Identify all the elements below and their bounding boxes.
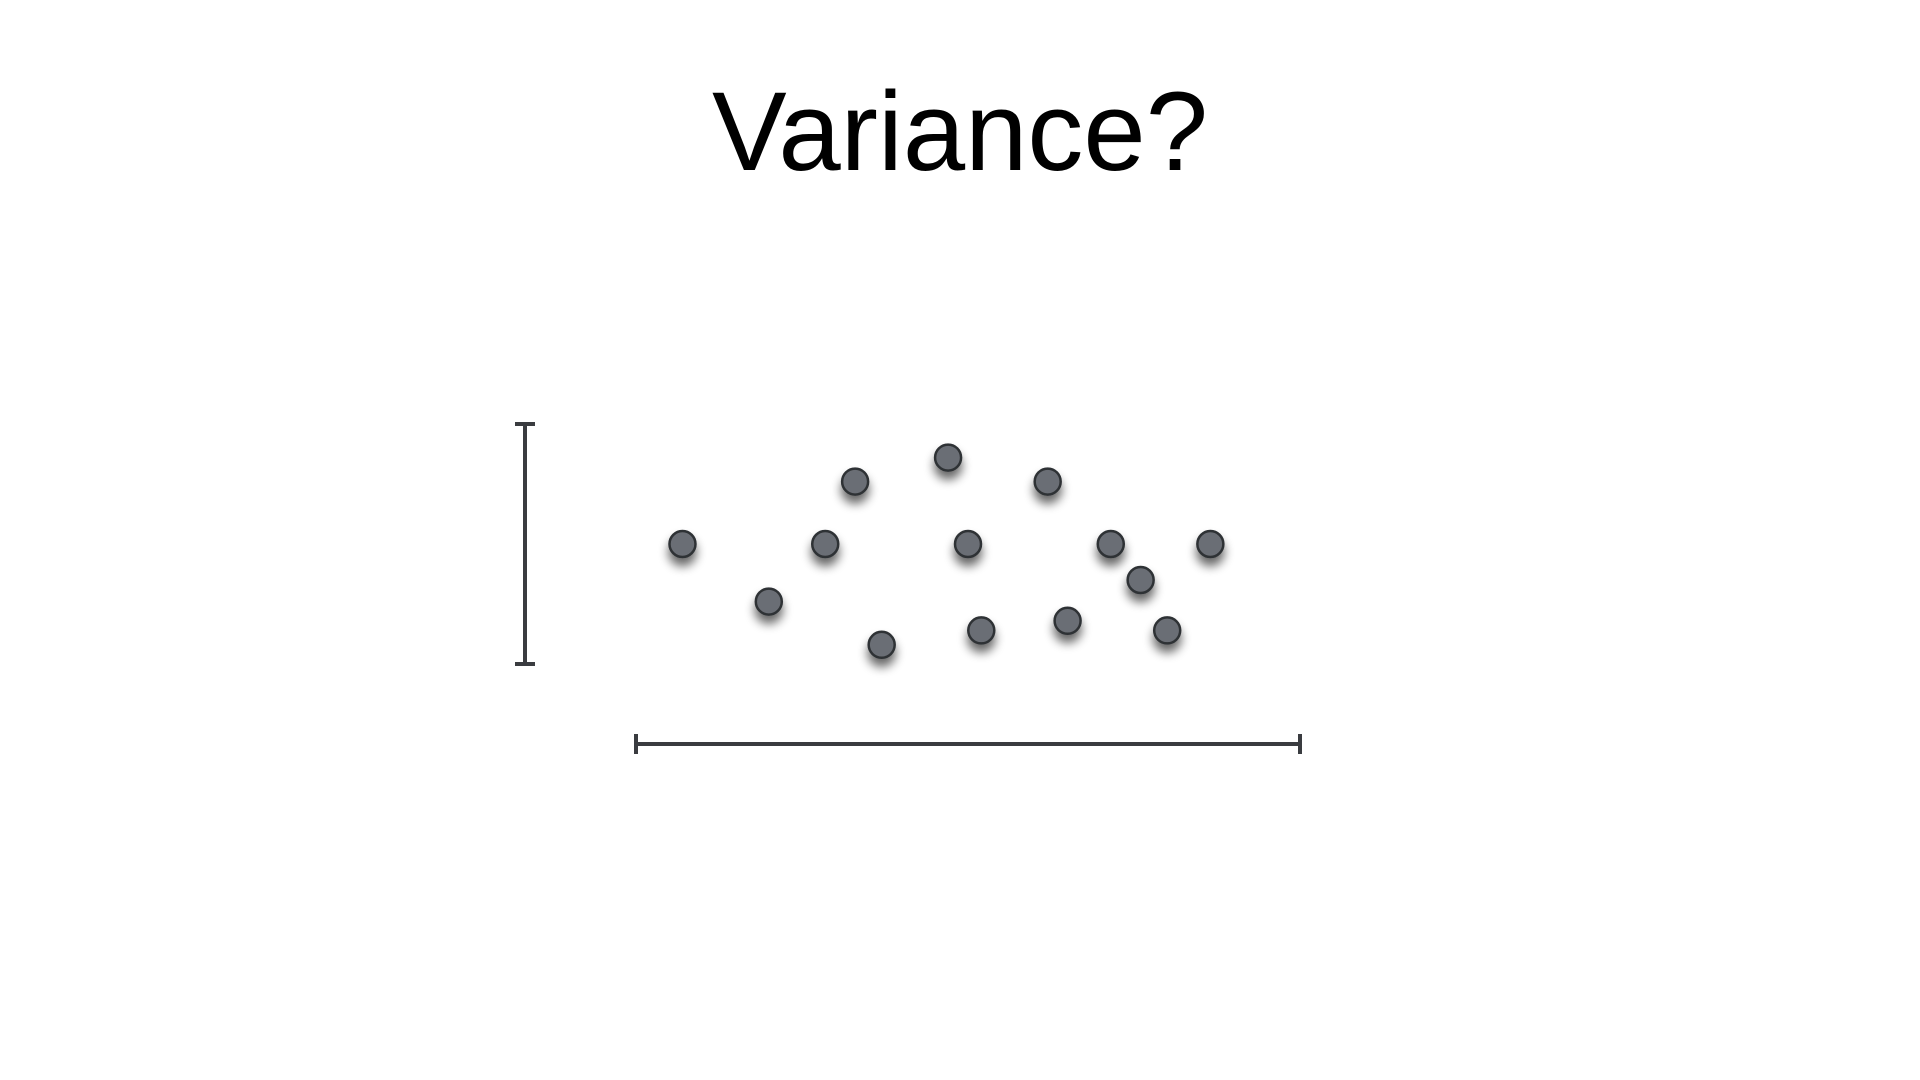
scatter-point xyxy=(1126,565,1155,595)
horizontal-spread-bracket xyxy=(634,734,1302,754)
scatter-point xyxy=(840,467,870,496)
scatter-point xyxy=(867,630,896,660)
scatter-point xyxy=(1053,606,1082,636)
scatter-point xyxy=(953,529,983,559)
scatter-point xyxy=(1096,529,1126,559)
scatter-point xyxy=(810,529,840,559)
scatter-point xyxy=(1152,616,1182,645)
slide-title: Variance? xyxy=(711,69,1208,194)
scatter-point xyxy=(668,529,697,559)
scatter-point xyxy=(1033,467,1062,496)
scatter-point xyxy=(754,587,784,616)
scatter-point xyxy=(933,443,963,472)
scatter-point xyxy=(1196,529,1225,559)
vertical-spread-bracket xyxy=(515,422,535,666)
scatter-points xyxy=(668,443,1225,660)
scatter-point xyxy=(967,616,996,645)
